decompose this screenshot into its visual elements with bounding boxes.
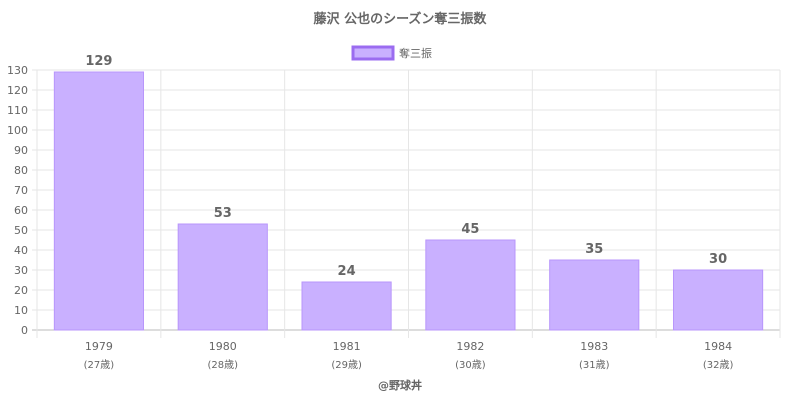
y-tick-label: 130 (7, 64, 28, 77)
x-tick-sublabel: (31歳) (579, 359, 610, 371)
y-tick-label: 70 (14, 184, 28, 197)
x-tick-sublabel: (30歳) (455, 359, 486, 371)
y-axis: 0 10 20 30 40 50 60 70 80 90 100 110 120 130 (7, 64, 28, 337)
legend-swatch[interactable] (351, 45, 395, 61)
y-tick-label: 100 (7, 124, 28, 137)
y-tick-label: 20 (14, 284, 28, 297)
data-label: 24 (338, 264, 356, 279)
bar (301, 281, 392, 331)
bar (549, 259, 640, 331)
data-label: 30 (709, 252, 727, 267)
y-tick-label: 60 (14, 204, 28, 217)
data-label: 129 (85, 54, 112, 69)
x-tick-sublabel: (28歳) (207, 359, 238, 371)
x-axis: 1979 (27歳) 1980 (28歳) 1981 (29歳) 1982 (30歳) 1983… (84, 340, 734, 371)
bar (177, 223, 268, 331)
x-tick-label: 1983 (580, 340, 608, 353)
x-tick-sublabel: (32歳) (703, 359, 734, 371)
bar (425, 239, 516, 331)
y-tick-label: 40 (14, 244, 28, 257)
x-tick-label: 1981 (333, 340, 361, 353)
x-tick-sublabel: (29歳) (331, 359, 362, 371)
bar (673, 269, 764, 331)
y-tick-label: 90 (14, 144, 28, 157)
y-tick-label: 30 (14, 264, 28, 277)
gridlines (32, 69, 781, 338)
x-tick-label: 1980 (209, 340, 237, 353)
x-tick-label: 1979 (85, 340, 113, 353)
y-tick-label: 50 (14, 224, 28, 237)
data-label: 35 (585, 242, 603, 257)
x-tick-sublabel: (27歳) (84, 359, 115, 371)
y-tick-label: 110 (7, 104, 28, 117)
y-tick-label: 120 (7, 84, 28, 97)
x-tick-label: 1984 (704, 340, 732, 353)
y-tick-label: 10 (14, 304, 28, 317)
y-tick-label: 0 (21, 324, 28, 337)
x-tick-label: 1982 (456, 340, 484, 353)
footer-credit: @野球丼 (378, 378, 422, 392)
legend-label[interactable]: 奪三振 (399, 46, 432, 60)
chart-title: 藤沢 公也のシーズン奪三振数 (314, 11, 488, 27)
bars: 129 53 24 45 35 30 (53, 54, 764, 331)
data-label: 53 (214, 206, 232, 221)
y-tick-label: 80 (14, 164, 28, 177)
data-label: 45 (461, 222, 479, 237)
bar (53, 71, 144, 331)
